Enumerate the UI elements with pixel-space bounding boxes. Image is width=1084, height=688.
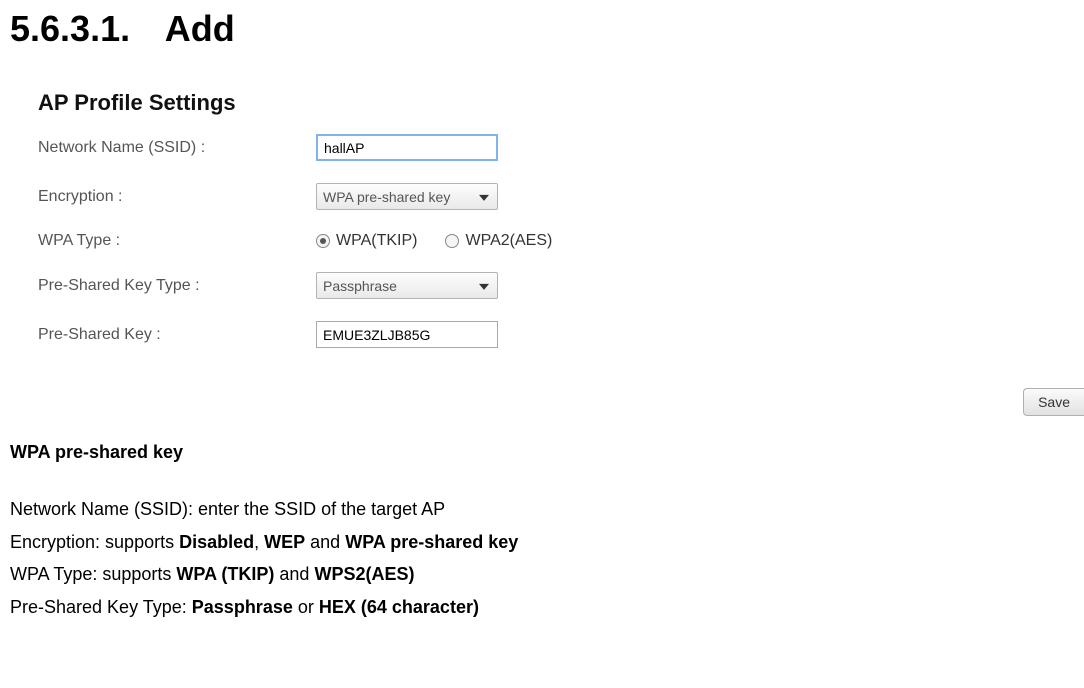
- doc-line-ssid: Network Name (SSID): enter the SSID of t…: [10, 495, 1074, 524]
- encryption-row: Encryption : WPA pre-shared key: [38, 183, 1074, 210]
- ssid-row: Network Name (SSID) :: [38, 134, 1074, 161]
- wpa-tkip-label: WPA(TKIP): [336, 232, 417, 250]
- encryption-label: Encryption :: [38, 188, 316, 206]
- wpa-type-row: WPA Type : WPA(TKIP) WPA2(AES): [38, 232, 1074, 250]
- section-title: Add: [165, 8, 235, 49]
- radio-icon: [316, 234, 330, 248]
- ssid-input[interactable]: [316, 134, 498, 161]
- doc-line-encryption: Encryption: supports Disabled, WEP and W…: [10, 528, 1074, 557]
- radio-icon: [445, 234, 459, 248]
- doc-subhead: WPA pre-shared key: [10, 438, 1074, 467]
- panel-title: AP Profile Settings: [38, 90, 1074, 116]
- wpa-type-label: WPA Type :: [38, 232, 316, 250]
- doc-body: WPA pre-shared key Network Name (SSID): …: [10, 438, 1074, 622]
- wpa2-aes-label: WPA2(AES): [465, 232, 552, 250]
- encryption-value: WPA pre-shared key: [323, 189, 450, 205]
- doc-line-psktype: Pre-Shared Key Type: Passphrase or HEX (…: [10, 593, 1074, 622]
- wpa2-aes-radio[interactable]: WPA2(AES): [445, 232, 552, 250]
- encryption-select[interactable]: WPA pre-shared key: [316, 183, 498, 210]
- psk-row: Pre-Shared Key :: [38, 321, 1074, 348]
- save-button[interactable]: Save: [1023, 388, 1084, 416]
- psk-input[interactable]: [316, 321, 498, 348]
- psk-label: Pre-Shared Key :: [38, 326, 316, 344]
- wpa-tkip-radio[interactable]: WPA(TKIP): [316, 232, 417, 250]
- psk-type-label: Pre-Shared Key Type :: [38, 277, 316, 295]
- doc-line-wpatype: WPA Type: supports WPA (TKIP) and WPS2(A…: [10, 560, 1074, 589]
- psk-type-value: Passphrase: [323, 278, 397, 294]
- section-number: 5.6.3.1.: [10, 8, 130, 49]
- psk-type-select[interactable]: Passphrase: [316, 272, 498, 299]
- ssid-label: Network Name (SSID) :: [38, 139, 316, 157]
- section-heading: 5.6.3.1. Add: [10, 8, 1074, 50]
- ap-profile-settings-panel: AP Profile Settings Network Name (SSID) …: [38, 90, 1074, 348]
- psk-type-row: Pre-Shared Key Type : Passphrase: [38, 272, 1074, 299]
